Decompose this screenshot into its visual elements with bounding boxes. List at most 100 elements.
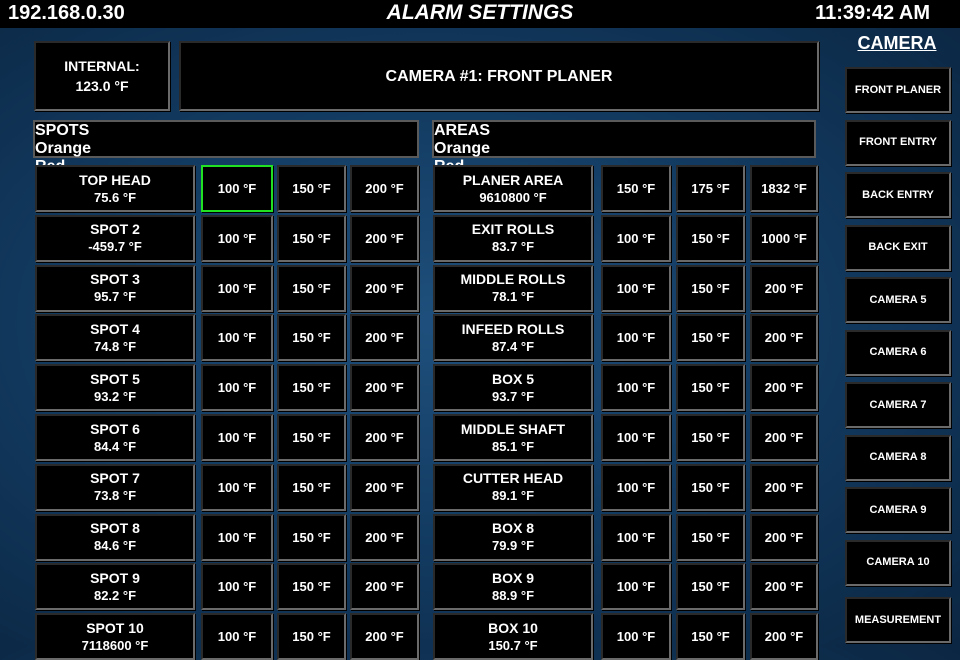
spots-header: SPOTSOrangeRedCritical	[33, 120, 419, 193]
button-label: MEASUREMENT	[854, 613, 942, 626]
threshold-cell[interactable]: 200 °F	[750, 463, 818, 511]
threshold-cell[interactable]: 150 °F	[277, 414, 346, 461]
sensor-reading: 7118600 °F	[81, 637, 149, 653]
threshold-value: 200 °F	[764, 579, 804, 595]
threshold-cell[interactable]: 100 °F	[601, 364, 671, 412]
threshold-cell[interactable]: 100 °F	[601, 463, 671, 511]
threshold-value: 175 °F	[691, 181, 730, 196]
threshold-value: 100 °F	[616, 280, 656, 296]
threshold-cell[interactable]: 200 °F	[350, 613, 419, 660]
camera-button[interactable]: MEASUREMENT	[845, 597, 951, 643]
column-header: Orange	[35, 140, 92, 157]
camera-button[interactable]: CAMERA 8	[845, 434, 951, 481]
threshold-cell[interactable]: 100 °F	[201, 165, 273, 212]
threshold-cell[interactable]: 150 °F	[676, 264, 745, 312]
threshold-cell[interactable]: 200 °F	[350, 165, 419, 212]
threshold-value: 100 °F	[217, 380, 257, 396]
threshold-cell[interactable]: 150 °F	[676, 463, 745, 511]
threshold-cell[interactable]: 100 °F	[201, 513, 273, 561]
threshold-cell[interactable]: 1832 °F	[750, 165, 818, 212]
threshold-value: 100 °F	[217, 479, 257, 495]
camera-button[interactable]: CAMERA 9	[845, 487, 951, 533]
threshold-cell[interactable]: 200 °F	[350, 264, 419, 312]
threshold-cell[interactable]: 150 °F	[676, 414, 745, 461]
threshold-cell[interactable]: 200 °F	[750, 414, 818, 461]
threshold-cell[interactable]: 100 °F	[201, 364, 273, 412]
threshold-cell[interactable]: 200 °F	[750, 364, 818, 412]
threshold-cell[interactable]: 175 °F	[676, 165, 745, 212]
sensor-name: BOX 5	[491, 370, 534, 387]
threshold-value: 200 °F	[365, 280, 404, 296]
sensor-name-cell: SPOT 6 84.4 °F	[35, 414, 195, 461]
threshold-cell[interactable]: 150 °F	[277, 563, 346, 611]
threshold-cell[interactable]: 100 °F	[601, 563, 671, 611]
threshold-cell[interactable]: 100 °F	[201, 214, 273, 262]
sensor-name-cell: BOX 10 150.7 °F	[433, 613, 593, 660]
camera-button[interactable]: FRONT PLANER	[845, 67, 951, 113]
page-title: ALARM SETTINGS	[386, 1, 574, 24]
threshold-cell[interactable]: 150 °F	[277, 613, 346, 660]
threshold-cell[interactable]: 100 °F	[601, 214, 671, 262]
camera-button[interactable]: BACK EXIT	[845, 224, 951, 271]
areas-header: AREASOrangeRedCritical	[432, 120, 816, 193]
camera-button[interactable]: BACK ENTRY	[845, 172, 951, 218]
threshold-cell[interactable]: 100 °F	[201, 264, 273, 312]
threshold-cell[interactable]: 100 °F	[601, 613, 671, 660]
sensor-reading: 95.7 °F	[93, 289, 137, 305]
threshold-cell[interactable]: 100 °F	[201, 563, 273, 611]
threshold-cell[interactable]: 1000 °F	[750, 214, 818, 262]
threshold-cell[interactable]: 150 °F	[676, 314, 745, 362]
camera-button[interactable]: CAMERA 5	[845, 277, 951, 323]
threshold-cell[interactable]: 100 °F	[601, 513, 671, 561]
threshold-cell[interactable]: 100 °F	[201, 463, 273, 511]
threshold-cell[interactable]: 200 °F	[750, 264, 818, 312]
threshold-cell[interactable]: 150 °F	[277, 314, 346, 362]
threshold-cell[interactable]: 150 °F	[277, 264, 346, 312]
threshold-cell[interactable]: 200 °F	[350, 463, 419, 511]
button-label: BACK ENTRY	[862, 188, 934, 201]
sensor-name-cell: INFEED ROLLS 87.4 °F	[433, 314, 593, 362]
threshold-cell[interactable]: 100 °F	[601, 314, 671, 362]
threshold-cell[interactable]: 150 °F	[277, 364, 346, 412]
threshold-cell[interactable]: 150 °F	[277, 165, 346, 212]
threshold-cell[interactable]: 150 °F	[277, 463, 346, 511]
threshold-value: 100 °F	[217, 629, 257, 645]
sensor-name-cell: MIDDLE SHAFT 85.1 °F	[433, 414, 593, 461]
sensor-name-cell: SPOT 3 95.7 °F	[35, 264, 195, 312]
threshold-value: 150 °F	[292, 330, 331, 346]
camera-button[interactable]: CAMERA 6	[845, 329, 951, 376]
sensor-reading: 93.7 °F	[491, 388, 535, 404]
camera-button[interactable]: FRONT ENTRY	[845, 119, 951, 166]
threshold-value: 100 °F	[217, 579, 257, 595]
threshold-cell[interactable]: 200 °F	[350, 563, 419, 611]
threshold-cell[interactable]: 150 °F	[676, 563, 745, 611]
threshold-cell[interactable]: 200 °F	[350, 513, 419, 561]
threshold-cell[interactable]: 150 °F	[676, 613, 745, 660]
threshold-cell[interactable]: 200 °F	[750, 563, 818, 611]
threshold-cell[interactable]: 150 °F	[277, 513, 346, 561]
internal-box: INTERNAL: 123.0 °F	[34, 41, 170, 111]
threshold-cell[interactable]: 200 °F	[350, 214, 419, 262]
threshold-cell[interactable]: 100 °F	[601, 414, 671, 461]
threshold-cell[interactable]: 150 °F	[676, 513, 745, 561]
threshold-cell[interactable]: 150 °F	[601, 165, 671, 212]
button-label: CAMERA 9	[869, 503, 927, 516]
threshold-cell[interactable]: 150 °F	[676, 364, 745, 412]
threshold-value: 150 °F	[292, 579, 331, 595]
threshold-cell[interactable]: 100 °F	[201, 414, 273, 461]
threshold-cell[interactable]: 200 °F	[350, 314, 419, 362]
threshold-cell[interactable]: 200 °F	[750, 314, 818, 362]
threshold-cell[interactable]: 200 °F	[350, 414, 419, 461]
threshold-cell[interactable]: 200 °F	[750, 613, 818, 660]
sensor-name-cell: SPOT 10 7118600 °F	[35, 613, 195, 660]
threshold-value: 200 °F	[365, 330, 404, 346]
threshold-cell[interactable]: 100 °F	[201, 613, 273, 660]
threshold-cell[interactable]: 150 °F	[676, 214, 745, 262]
threshold-cell[interactable]: 100 °F	[601, 264, 671, 312]
camera-button[interactable]: CAMERA 7	[845, 382, 951, 428]
threshold-cell[interactable]: 150 °F	[277, 214, 346, 262]
threshold-cell[interactable]: 200 °F	[350, 364, 419, 412]
camera-button[interactable]: CAMERA 10	[845, 539, 951, 586]
threshold-cell[interactable]: 100 °F	[201, 314, 273, 362]
threshold-cell[interactable]: 200 °F	[750, 513, 818, 561]
